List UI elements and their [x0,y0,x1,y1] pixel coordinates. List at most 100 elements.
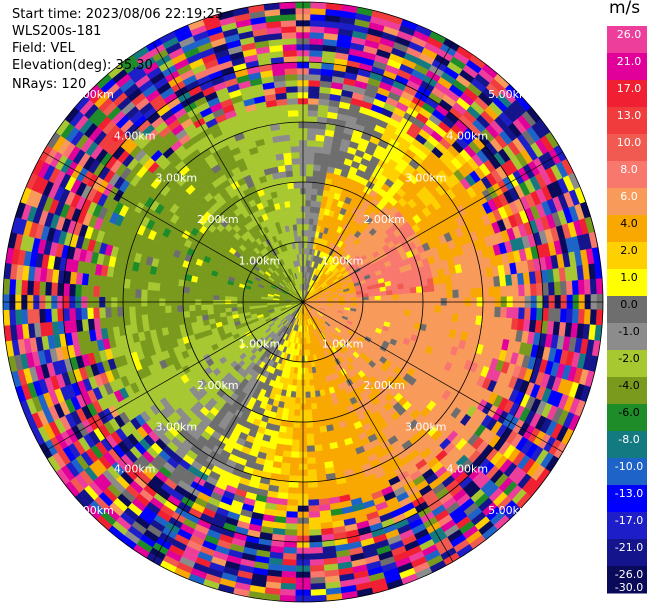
velocity-gate [446,290,454,299]
velocity-gate [280,582,296,591]
velocity-gate [140,305,148,315]
velocity-ray [302,14,404,303]
velocity-gate [469,279,477,290]
velocity-gate [397,288,405,295]
velocity-gate [129,279,137,290]
velocity-gate [50,282,58,296]
velocity-gate [303,337,307,345]
velocity-gate [281,564,297,573]
velocity-gate [434,305,442,314]
velocity-gate [314,146,324,154]
velocity-gate [440,290,448,299]
velocity-gate [80,307,88,320]
velocity-gate [512,284,520,297]
velocity-gate [86,284,94,297]
velocity-gate [310,582,326,591]
velocity-gate [304,211,311,219]
velocity-gate [307,133,317,141]
velocity-gate [291,433,300,441]
velocity-gate [306,439,315,447]
velocity-gate [306,427,314,435]
velocity-gate [416,292,424,300]
velocity-gate [506,307,514,319]
velocity-gate [283,444,292,452]
velocity-gate [488,306,496,318]
velocity-gate [307,121,318,129]
velocity-gate [141,314,149,324]
velocity-gate [189,315,198,324]
velocity-gate [295,385,302,393]
velocity-gate [445,313,453,322]
velocity-gate [315,468,326,476]
velocity-gate [308,67,322,75]
velocity-gate [116,287,124,298]
velocity-gate [283,547,297,555]
velocity-gate [482,306,490,317]
velocity-gate [310,13,326,22]
velocity-gate [129,314,137,325]
velocity-gate [306,163,315,171]
velocity-gate [304,373,310,381]
velocity-gate [296,379,302,387]
velocity-gate [189,310,197,318]
velocity-gate [518,307,526,320]
velocity-gate [110,306,118,318]
velocity-gate [183,310,191,318]
velocity-gate [8,309,17,326]
velocity-gate [309,49,323,57]
velocity-gate [306,151,315,159]
velocity-gate [422,291,430,300]
velocity-gate [398,304,406,311]
velocity-gate [304,217,310,225]
velocity-gate [380,290,387,297]
velocity-gate [311,408,319,416]
velocity-gate [312,176,320,184]
velocity-gate [279,588,296,597]
velocity-gate [308,79,321,87]
velocity-gate [284,523,298,531]
velocity-gate [433,312,441,321]
velocity-gate [392,294,400,300]
velocity-gate [44,281,52,296]
velocity-gate [344,298,352,302]
velocity-gate [458,305,466,315]
velocity-gate [451,281,459,291]
velocity-gate [307,115,318,123]
velocity-gate [122,287,130,298]
velocity-gate [290,457,300,465]
velocity-gate [464,306,472,316]
velocity-gate [315,140,325,148]
velocity-gate [171,311,179,320]
velocity-gate [74,283,82,297]
velocity-gate [463,279,471,290]
velocity-gate [488,286,496,298]
velocity-gate [224,303,232,309]
velocity-gate [559,308,568,323]
velocity-gate [309,37,324,46]
velocity-ray [302,2,343,303]
velocity-gate [310,588,327,597]
velocity-gate [304,385,311,393]
velocity-gate [451,313,459,323]
velocity-gate [260,302,268,306]
velocity-gate [170,291,178,299]
velocity-gate [135,279,143,290]
velocity-gate [110,286,118,298]
velocity-gate [165,283,173,292]
velocity-gate [8,278,17,295]
velocity-gate [428,305,436,313]
velocity-gate [380,303,388,309]
velocity-gate [177,311,185,319]
velocity-gate [571,308,580,324]
velocity-gate [188,304,196,312]
velocity-gate [294,403,301,411]
velocity-gate [201,288,209,295]
velocity-gate [409,286,417,294]
velocity-gate [171,284,179,293]
velocity-gate [307,475,318,483]
velocity-gate [518,284,526,297]
velocity-gate [281,570,297,579]
velocity-gate [303,343,307,351]
velocity-gate [307,367,313,374]
velocity-gate [311,182,319,190]
